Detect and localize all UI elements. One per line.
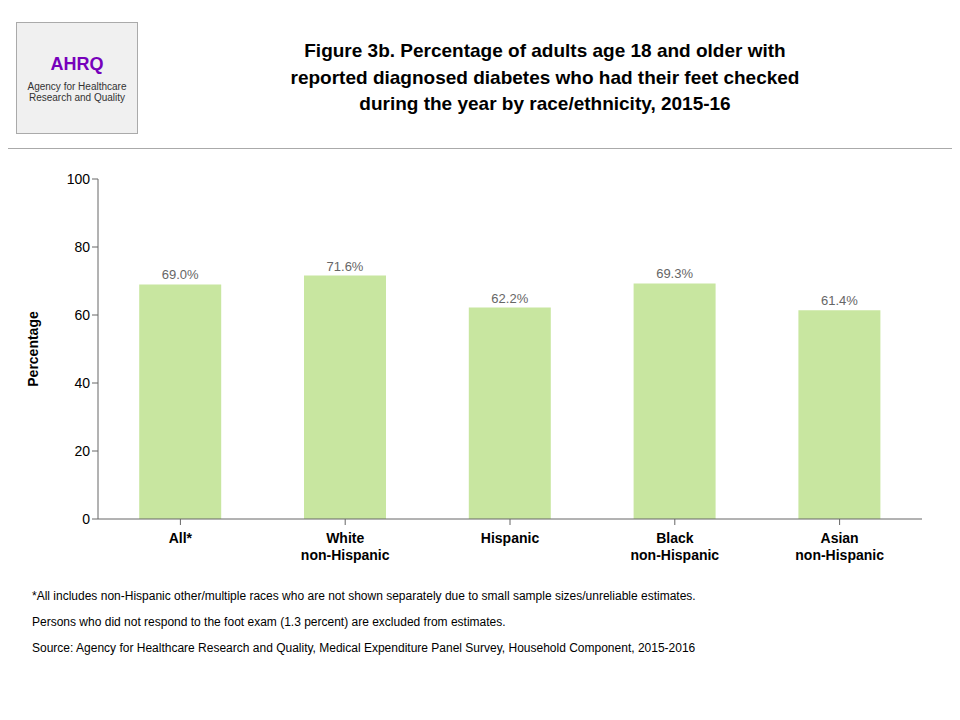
- svg-text:20: 20: [74, 443, 90, 459]
- svg-text:Whitenon-Hispanic: Whitenon-Hispanic: [301, 530, 390, 563]
- html-text:reported diagnosed diabetes wh: reported diagnosed diabetes who had thei…: [290, 66, 800, 88]
- svg-text:61.4%: 61.4%: [821, 293, 858, 308]
- svg-text:Blacknon-Hispanic: Blacknon-Hispanic: [630, 530, 719, 563]
- svg-text:0: 0: [82, 511, 90, 527]
- html-text:Source: Agency for Healthcare: Source: Agency for Healthcare Research a…: [32, 641, 696, 655]
- svg-text:69.0%: 69.0%: [162, 267, 199, 282]
- svg-text:Asiannon-Hispanic: Asiannon-Hispanic: [795, 530, 884, 563]
- html-text:during the year by race/ethnic: during the year by race/ethnicity, 2015-…: [359, 93, 731, 115]
- html-text:Persons who did not respond to: Persons who did not respond to the foot …: [32, 615, 506, 629]
- svg-text:40: 40: [74, 375, 90, 391]
- svg-text:62.2%: 62.2%: [491, 291, 528, 306]
- html-text:*All includes non-Hispanic oth: *All includes non-Hispanic other/multipl…: [32, 589, 696, 603]
- svg-text:Hispanic: Hispanic: [481, 530, 540, 546]
- html-text:Agency for Healthcare: Agency for Healthcare: [27, 80, 127, 92]
- svg-text:100: 100: [67, 171, 91, 187]
- svg-text:80: 80: [74, 239, 90, 255]
- svg-text:Percentage: Percentage: [25, 311, 41, 387]
- html-text:Research and Quality: Research and Quality: [28, 91, 126, 103]
- html-text:AHRQ: AHRQ: [50, 53, 104, 74]
- svg-text:All*: All*: [169, 530, 193, 546]
- svg-text:71.6%: 71.6%: [327, 259, 364, 274]
- svg-text:60: 60: [74, 307, 90, 323]
- html-text:Figure 3b. Percentage of adult: Figure 3b. Percentage of adults age 18 a…: [304, 40, 786, 62]
- svg-text:69.3%: 69.3%: [656, 266, 693, 281]
